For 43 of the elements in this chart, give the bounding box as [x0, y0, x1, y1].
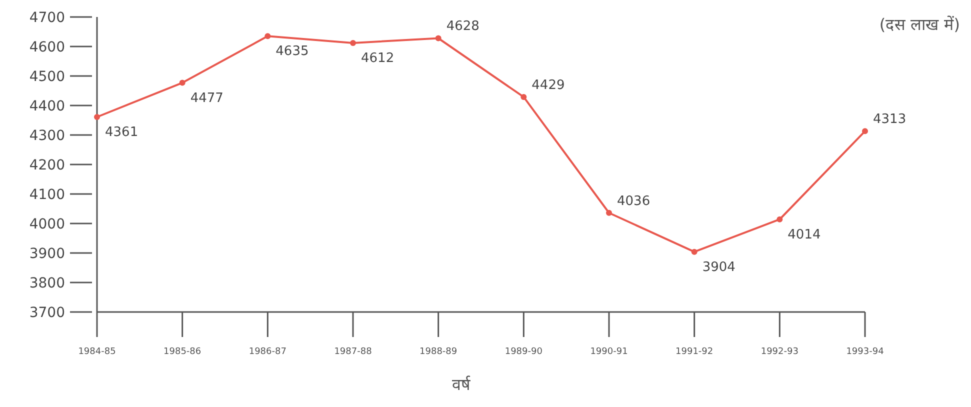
point	[520, 94, 527, 100]
point	[606, 210, 612, 216]
data-label: 4612	[361, 50, 394, 66]
x-tick-label: 1986-87	[248, 347, 286, 357]
y-tick-label: 4500	[29, 69, 65, 85]
point	[776, 216, 783, 222]
y-tick-label: 4400	[29, 98, 65, 114]
data-label: 4635	[276, 44, 309, 60]
data-label: 4014	[788, 227, 821, 242]
x-tick-label: 1989-90	[504, 347, 543, 357]
x-tick-label: 1992-93	[760, 347, 798, 357]
y-tick-label: 3700	[29, 305, 65, 321]
text: (दस लाख में)	[879, 15, 960, 34]
data-label: 4429	[532, 78, 565, 93]
y-tick-label: 4100	[29, 187, 65, 203]
point	[179, 80, 186, 86]
y-tick-label: 4000	[29, 216, 65, 232]
point	[350, 40, 356, 46]
point	[862, 128, 868, 134]
point	[94, 114, 100, 120]
data-label: 4361	[105, 125, 138, 140]
x-tick-label: 1987-88	[334, 347, 372, 357]
x-tick-label: 1990-91	[590, 347, 628, 357]
y-tick-label: 3800	[29, 276, 65, 292]
x-tick-label: 1985-86	[164, 347, 202, 357]
x-axis-title: वर्ष	[452, 375, 471, 394]
data-label: 3904	[702, 260, 736, 275]
y-tick-label: 4300	[29, 128, 65, 144]
y-tick-label: 4600	[29, 40, 65, 56]
point	[691, 248, 698, 255]
y-tick-label: 4200	[29, 158, 65, 174]
y-tick-label: 4700	[29, 10, 65, 26]
point	[435, 35, 442, 42]
data-label: 4036	[617, 194, 650, 209]
x-tick-label: 1991-92	[676, 347, 714, 357]
data-label: 4628	[446, 19, 480, 34]
x-tick-label: 1984-85	[78, 347, 116, 357]
y-tick-label: 3900	[29, 246, 65, 262]
x-tick-label: 1993-94	[846, 347, 884, 357]
data-label: 4477	[190, 90, 224, 106]
data-label: 4313	[873, 112, 906, 128]
x-tick-label: 1988-89	[420, 347, 458, 357]
point	[264, 33, 271, 40]
